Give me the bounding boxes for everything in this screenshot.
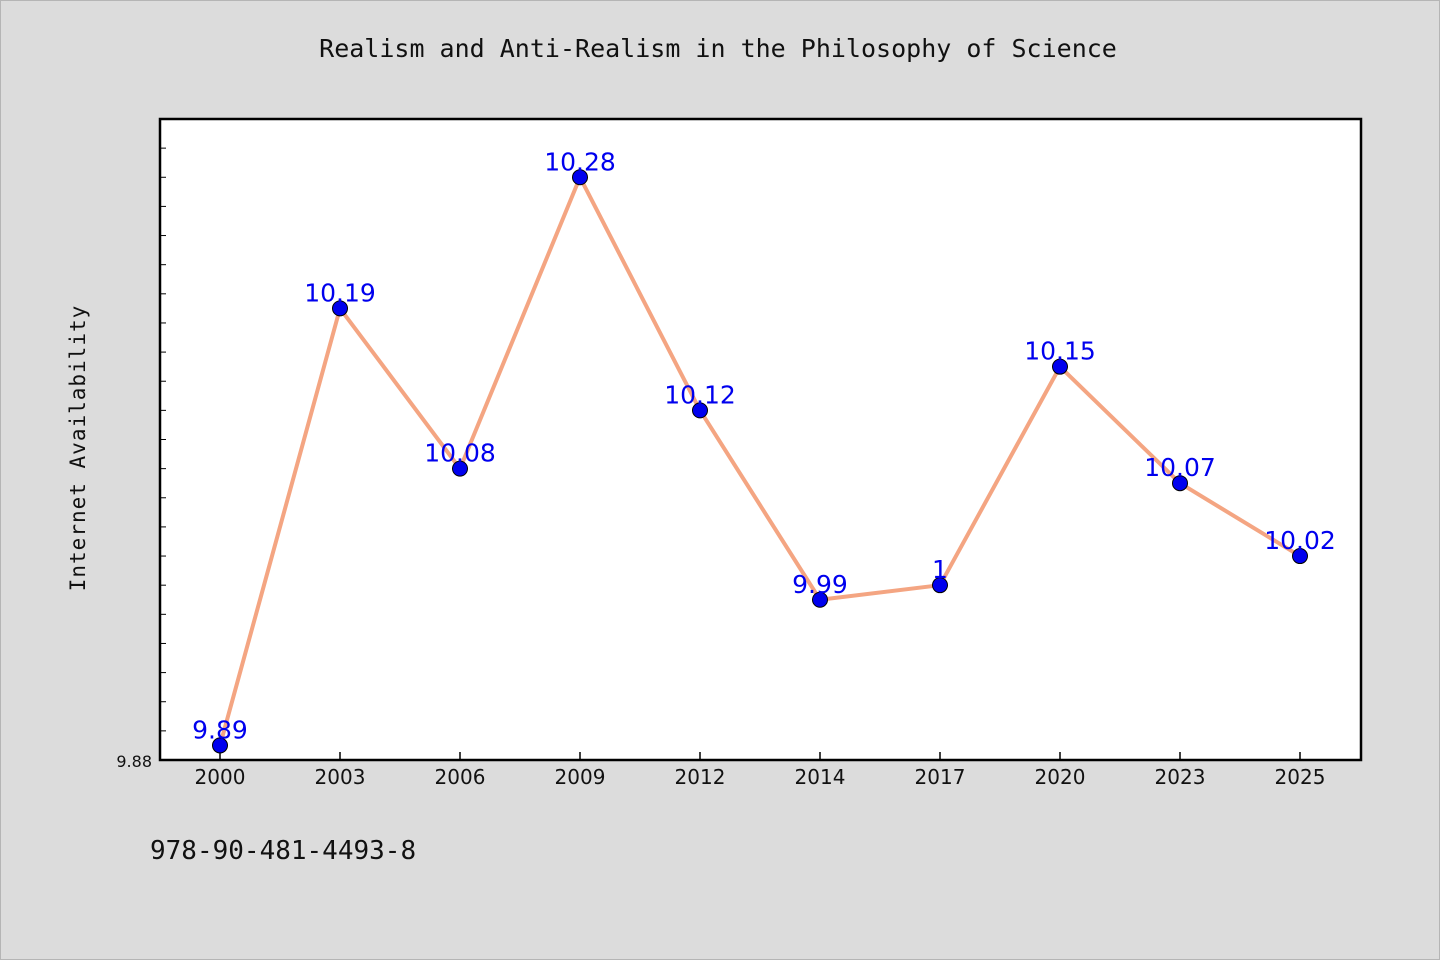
x-tick-label: 2012 xyxy=(675,765,726,789)
data-label: 1 xyxy=(932,555,948,584)
x-tick-label: 2009 xyxy=(555,765,606,789)
x-tick-label: 2003 xyxy=(315,765,366,789)
data-point xyxy=(212,737,228,754)
data-point xyxy=(1172,475,1188,492)
y-axis-ticks xyxy=(160,147,166,732)
x-tick-label: 2014 xyxy=(795,765,846,789)
data-label: 10.08 xyxy=(424,439,496,468)
data-label: 9.89 xyxy=(192,715,248,744)
marker-layer xyxy=(212,169,1308,754)
data-point xyxy=(1052,358,1068,375)
data-point xyxy=(1292,548,1308,565)
data-label: 10.28 xyxy=(544,147,616,176)
y-axis-label: Internet Availability xyxy=(66,305,90,592)
series-layer xyxy=(218,175,1302,746)
plot-area xyxy=(158,117,1363,762)
data-label: 9.99 xyxy=(792,570,848,599)
data-label: 10.15 xyxy=(1024,337,1096,366)
data-point xyxy=(572,169,588,186)
data-label: 10.12 xyxy=(664,380,736,409)
x-tick-label: 2006 xyxy=(435,765,486,789)
x-tick-label: 2017 xyxy=(915,765,966,789)
data-point xyxy=(692,402,708,419)
data-point xyxy=(452,460,468,477)
x-tick-label: 2000 xyxy=(195,765,246,789)
data-label: 10.07 xyxy=(1144,453,1216,482)
data-label: 10.02 xyxy=(1264,526,1336,555)
isbn-text: 978-90-481-4493-8 xyxy=(150,836,417,866)
series-line xyxy=(218,175,1302,746)
data-point xyxy=(932,577,948,594)
x-tick-label: 2025 xyxy=(1275,765,1326,789)
chart-title: Realism and Anti-Realism in the Philosop… xyxy=(319,34,1117,63)
x-tick-label: 2023 xyxy=(1155,765,1206,789)
data-point xyxy=(812,591,828,608)
y-tick-label: 9.88 xyxy=(116,752,152,771)
x-axis-ticks: 2000 2003 2006 2009 2012 2014 2017 2020 2023 2025 xyxy=(195,752,1326,789)
x-tick-label: 2020 xyxy=(1035,765,1086,789)
data-point xyxy=(332,300,348,317)
data-label: 10.19 xyxy=(304,278,376,307)
data-label-layer: 9.89 10.19 10.08 10.28 10.12 9.99 1 10.15 10.07 1… xyxy=(192,147,1336,744)
